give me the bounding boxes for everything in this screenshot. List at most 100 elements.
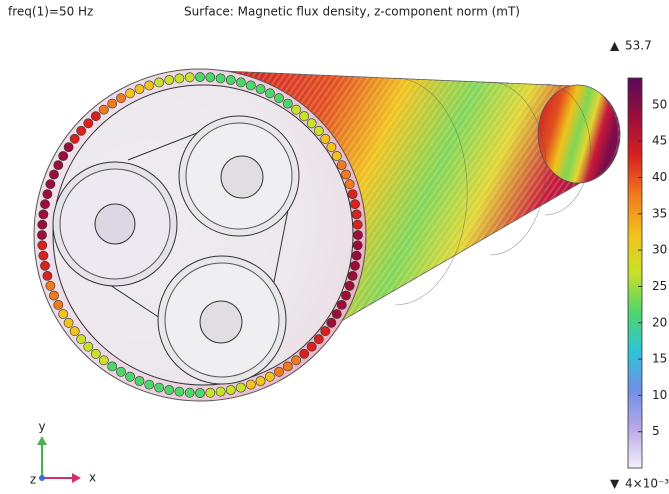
armour-wire: [154, 382, 164, 393]
armour-wire: [331, 309, 342, 319]
armour-wire: [299, 111, 310, 122]
armour-wire: [144, 80, 155, 91]
armour-wire: [336, 160, 347, 170]
armour-wire: [49, 290, 59, 301]
armour-wire: [164, 75, 175, 85]
armour-wire: [299, 348, 310, 359]
armour-wire: [306, 341, 317, 352]
armour-wire: [313, 125, 324, 136]
armour-wire: [274, 366, 284, 377]
armour-wire: [37, 219, 48, 230]
min-marker: ▼: [610, 477, 620, 491]
armour-wire: [306, 118, 317, 129]
colorbar-tick-label: 25: [652, 279, 667, 293]
armour-wire: [264, 371, 275, 382]
armour-wire: [184, 387, 195, 398]
armour-wire: [144, 379, 155, 390]
colorbar: ▲ 53.7 ▼ 4×10⁻³ 5 10 15 20 25 30 35 40 45 50: [610, 39, 669, 491]
armour-wire: [53, 160, 64, 170]
armour-wire: [38, 250, 49, 261]
armour-wire: [83, 341, 94, 352]
armour-wire: [184, 72, 195, 83]
armour-wire: [326, 317, 337, 328]
armour-wire: [350, 199, 360, 210]
frequency-label: freq(1)=50 Hz: [8, 5, 93, 19]
max-label: 53.7: [625, 39, 652, 53]
armour-wire: [98, 355, 109, 366]
plot-title: Surface: Magnetic flux density, z-compon…: [184, 5, 520, 19]
armour-wire: [347, 270, 358, 281]
armour-wire: [351, 209, 362, 220]
armour-wire: [69, 326, 80, 337]
min-label: 4×10⁻³: [625, 477, 669, 491]
armour-wire: [107, 98, 118, 109]
cable-model: [33, 68, 621, 402]
armour-wire: [245, 80, 256, 91]
armour-wire: [154, 77, 164, 88]
armour-wire: [49, 169, 59, 180]
armour-wire: [255, 84, 266, 94]
armour-wire: [63, 317, 74, 328]
armour-wire: [344, 280, 355, 291]
armour-wire: [331, 151, 342, 161]
axis-triad: y x z: [30, 420, 96, 487]
armour-wire: [38, 209, 49, 220]
armour-wire: [83, 118, 94, 129]
armour-wire: [58, 309, 69, 319]
armour-wire: [282, 98, 293, 109]
armour-wire: [352, 240, 363, 251]
armour-wire: [341, 290, 351, 301]
armour-wire: [174, 73, 185, 84]
armour-wire: [351, 250, 362, 261]
armour-wire: [264, 88, 275, 99]
armour-wire: [255, 376, 266, 386]
armour-wire: [291, 104, 302, 115]
colorbar-tick-label: 10: [652, 388, 667, 402]
armour-wire: [215, 386, 226, 397]
armour-wire: [291, 355, 302, 366]
armour-wire: [42, 270, 53, 281]
armour-wire: [58, 151, 69, 161]
armour-wire: [336, 299, 347, 310]
armour-wire: [37, 240, 48, 251]
armour-wire: [42, 189, 53, 199]
armour-wire: [76, 125, 87, 136]
armour-wire: [341, 169, 351, 180]
colorbar-tick-label: 20: [652, 315, 667, 329]
armour-wire: [347, 189, 358, 199]
armour-wire: [353, 230, 363, 240]
armour-wire: [90, 111, 101, 122]
armour-wire: [225, 75, 236, 85]
armour-wire: [174, 386, 185, 397]
colorbar-tick-label: 5: [652, 424, 660, 438]
armour-wire: [205, 72, 216, 83]
colorbar-tick-label: 45: [652, 134, 667, 148]
armour-wire: [63, 142, 74, 153]
armour-wire: [313, 334, 324, 345]
armour-wire: [76, 334, 87, 345]
colorbar-tick-label: 50: [652, 97, 667, 111]
colorbar-tick-label: 40: [652, 170, 667, 184]
armour-wire: [320, 326, 331, 337]
armour-wire: [98, 104, 109, 115]
armour-wire: [134, 84, 145, 94]
armour-wire: [326, 142, 337, 153]
armour-wire: [116, 93, 126, 104]
colorbar-tick-label: 15: [652, 352, 667, 366]
armour-wire: [107, 361, 118, 372]
armour-wire: [205, 387, 216, 398]
armour-wire: [225, 385, 236, 395]
armour-wire: [90, 348, 101, 359]
armour-wire: [37, 230, 47, 240]
armour-wire: [40, 260, 50, 271]
z-axis-label: z: [30, 473, 36, 487]
armour-wire: [125, 371, 136, 382]
armour-wire: [245, 379, 256, 390]
armour-wire: [215, 73, 226, 84]
colorbar-tick-label: 30: [652, 243, 667, 257]
armour-wire: [195, 388, 205, 398]
armour-wire: [320, 133, 331, 144]
armour-wire: [116, 366, 126, 377]
armour-wire: [125, 88, 136, 99]
